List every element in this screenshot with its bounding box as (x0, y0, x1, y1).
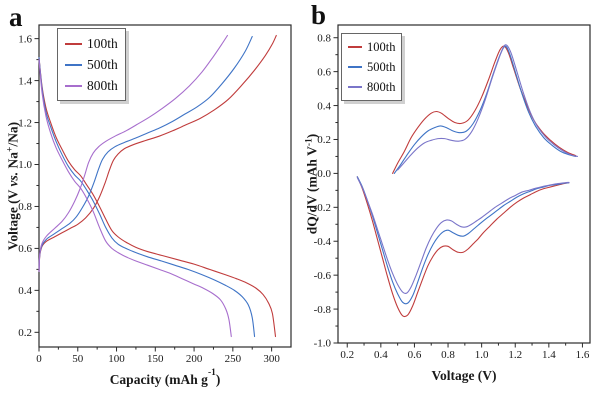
curve-500th-charge (38, 35, 253, 273)
y-tick-label: -0.2 (314, 202, 331, 214)
y-axis-title: dQ/dV (mAh V-1) (305, 134, 320, 234)
curve-500th-discharge (38, 56, 256, 338)
curve-800th-charge (397, 44, 578, 171)
y-tick-label: 0.2 (18, 327, 32, 339)
x-tick-label: 1.6 (576, 349, 590, 361)
curve-100th-discharge (356, 176, 570, 318)
legend-label-100th: 100th (87, 35, 118, 51)
legend-line-800th-icon (65, 84, 82, 87)
curve-100th-discharge (38, 56, 277, 338)
x-tick-label: 150 (147, 353, 164, 365)
curve-800th-charge (38, 34, 228, 273)
legend-label-500th: 500th (367, 59, 396, 74)
x-tick-label: 1.2 (508, 349, 522, 361)
legend-label-800th: 800th (367, 79, 396, 94)
y-tick-label: 0.0 (317, 168, 331, 180)
chart-panel-a: 0 50 100 150 200 250 300 0.2 0.4 0.6 0.8 1.0 1.2 1.4 1… (6, 24, 292, 387)
x-tick-label: 100 (108, 353, 125, 365)
curve-800th-discharge (38, 59, 232, 338)
curve-800th-discharge (356, 177, 570, 294)
y-tick-label: 0.4 (18, 285, 32, 297)
curve-500th-charge (393, 45, 577, 174)
legend-line-500th-icon (348, 66, 362, 68)
panel-a-label: a (9, 2, 23, 32)
y-tick-label: 0.8 (18, 201, 32, 213)
curve-100th-charge (392, 45, 577, 174)
curve-100th-charge (38, 34, 277, 273)
y-tick-label: -0.4 (314, 236, 332, 248)
legend-panel-a: 100th 500th 800th (57, 28, 126, 101)
curve-500th-discharge (356, 176, 570, 305)
x-tick-label: 0.6 (408, 349, 422, 361)
x-tick-label: 0 (36, 353, 42, 365)
legend-line-100th-icon (348, 46, 362, 48)
y-tick-label: 0.6 (317, 66, 331, 78)
y-tick-label: 1.4 (18, 75, 32, 87)
legend-line-100th-icon (65, 42, 82, 45)
y-tick-label: -0.6 (314, 270, 332, 282)
x-tick-label: 0.4 (374, 349, 388, 361)
y-tick-label: 1.0 (18, 159, 32, 171)
x-tick-label: 200 (186, 353, 203, 365)
y-tick-label: -0.8 (314, 304, 332, 316)
legend-label-500th: 500th (87, 56, 118, 72)
x-tick-label: 250 (225, 353, 242, 365)
legend-entry-500th: 500th (348, 57, 395, 77)
x-tick-label: 0.8 (441, 349, 455, 361)
y-tick-label: 1.6 (18, 33, 32, 45)
legend-label-800th: 800th (87, 77, 118, 93)
y-tick-label: 0.6 (18, 243, 32, 255)
y-axis-title: Voltage (V vs. Na+/Na) (6, 122, 21, 250)
legend-entry-800th: 800th (348, 77, 395, 97)
x-axis-title: Voltage (V) (431, 368, 496, 383)
legend-panel-b: 100th 500th 800th (341, 33, 403, 101)
y-tick-label: -1.0 (314, 338, 332, 350)
y-tick-label: 0.8 (317, 32, 331, 44)
x-axis-title: Capacity (mAh g-1) (110, 368, 221, 387)
legend-label-100th: 100th (367, 39, 396, 54)
legend-entry-100th: 100th (65, 33, 118, 54)
x-tick-label: 1.4 (542, 349, 556, 361)
x-tick-label: 50 (72, 353, 84, 365)
y-tick-label: 0.2 (317, 134, 331, 146)
x-tick-label: 1.0 (475, 349, 489, 361)
legend-entry-500th: 500th (65, 54, 118, 75)
plot-frame (337, 24, 591, 344)
plot-frame (38, 24, 292, 348)
y-tick-label: 0.4 (317, 100, 331, 112)
legend-line-800th-icon (348, 86, 362, 88)
legend-entry-800th: 800th (65, 75, 118, 96)
legend-entry-100th: 100th (348, 37, 395, 57)
chart-panel-b: 0.2 0.4 0.6 0.8 1.0 1.2 1.4 1.6 -1.0 -0.8 -0.6 -0.4… (305, 24, 591, 383)
legend-line-500th-icon (65, 63, 82, 66)
x-tick-label: 0.2 (340, 349, 354, 361)
x-tick-label: 300 (263, 353, 280, 365)
y-tick-label: 1.2 (18, 117, 32, 129)
panel-b-label: b (311, 0, 327, 30)
